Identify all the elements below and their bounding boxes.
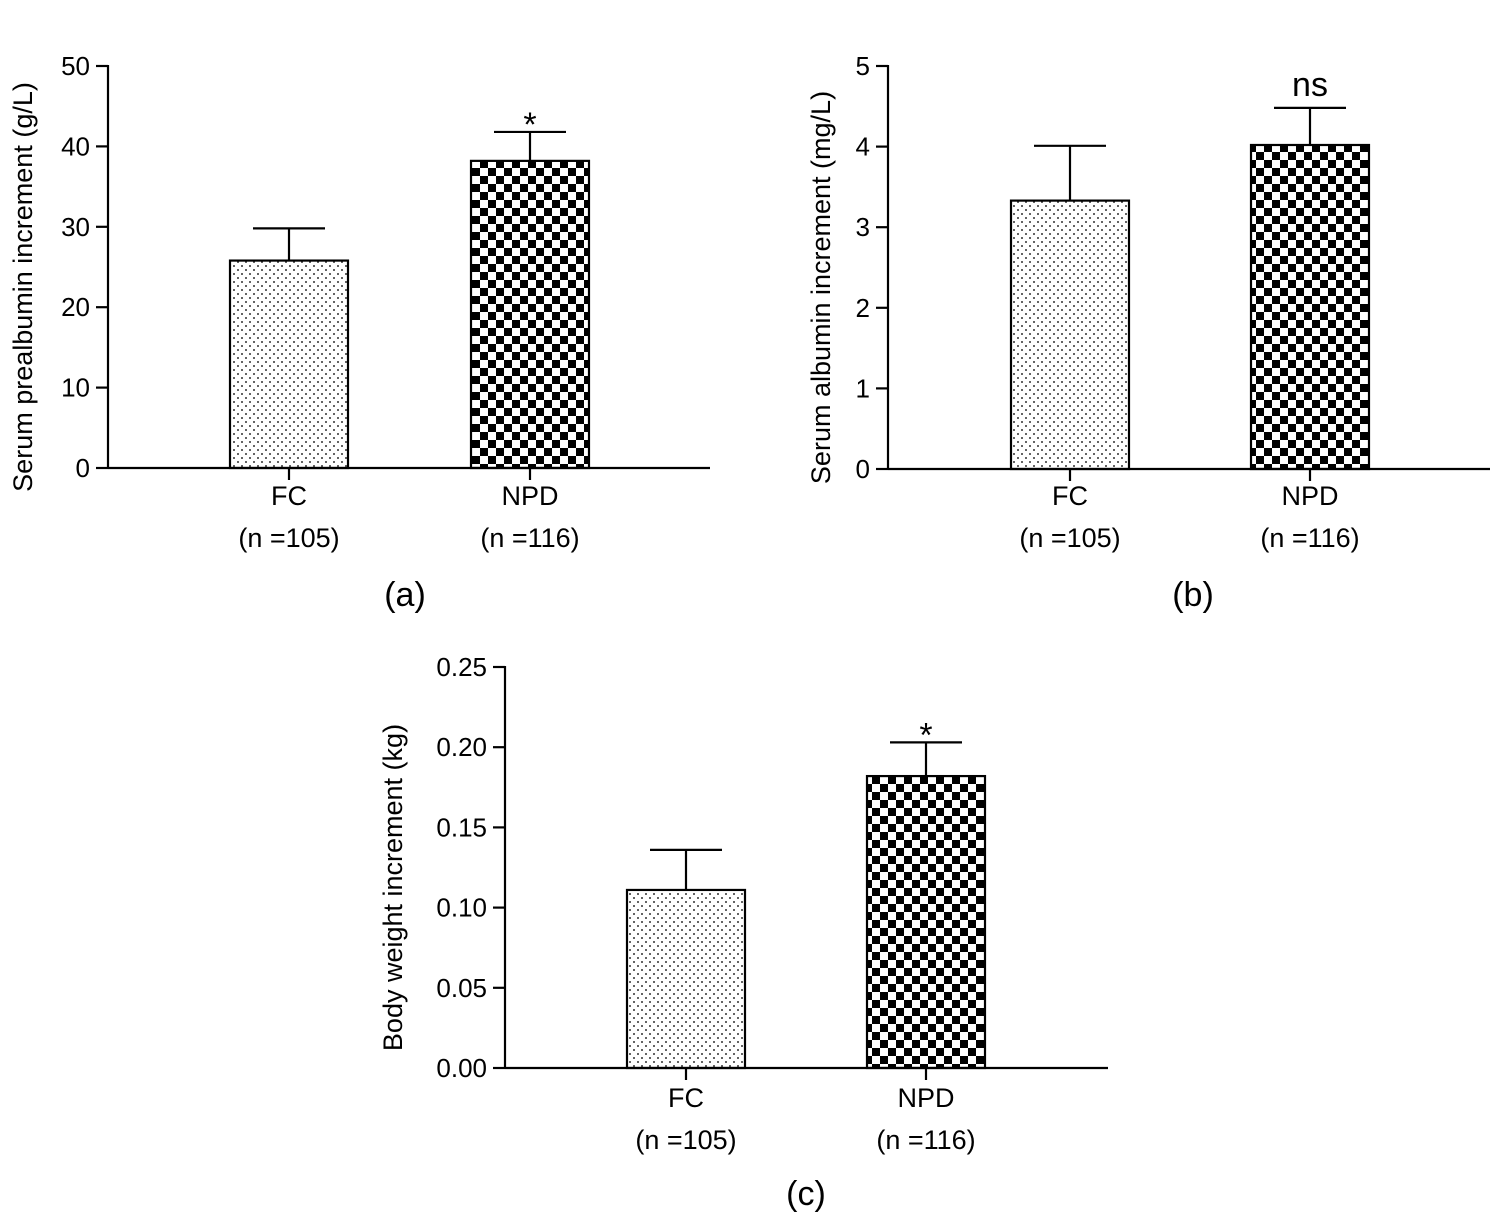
y-tick-label: 1 [856, 373, 870, 403]
bar-fc [228, 259, 350, 470]
y-tick-label: 50 [61, 51, 90, 81]
y-tick-label: 10 [61, 373, 90, 403]
bar-fc [625, 888, 747, 1070]
y-tick-label: 40 [61, 131, 90, 161]
y-tick-label: 0 [856, 454, 870, 484]
bar-fc [1009, 199, 1131, 471]
significance-marker: * [523, 106, 536, 144]
x-category-label: NPD [1281, 481, 1338, 511]
chart-panel-a: * 0 10 20 30 40 50 FC (n =105) NPD (n =116) Serum p… [8, 51, 710, 614]
y-axis-title: Serum albumin increment (mg/L) [806, 91, 836, 484]
panel-label: (a) [384, 576, 426, 614]
y-axis-title: Body weight increment (kg) [378, 724, 408, 1051]
x-category-label: NPD [501, 481, 558, 511]
y-tick-label: 0.05 [436, 973, 487, 1003]
y-tick-label: 0 [76, 453, 90, 483]
x-category-sample-size: (n =116) [876, 1125, 975, 1155]
bar-npd [865, 774, 987, 1070]
y-tick-label: 0.10 [436, 893, 487, 923]
y-tick-label: 0.15 [436, 812, 487, 842]
significance-marker: ns [1292, 66, 1328, 104]
axes [96, 64, 710, 480]
significance-marker: * [919, 716, 932, 754]
y-tick-label: 0.00 [436, 1053, 487, 1083]
axes [876, 64, 1490, 481]
y-tick-label: 3 [856, 212, 870, 242]
axes [493, 665, 1108, 1080]
panel-label: (c) [786, 1175, 826, 1213]
y-tick-label: 20 [61, 292, 90, 322]
chart-panel-c: * 0.00 0.05 0.10 0.15 0.20 0.25 FC (n =105) NPD (n… [378, 652, 1108, 1213]
y-tick-label: 30 [61, 212, 90, 242]
y-tick-label: 0.25 [436, 652, 487, 682]
bar-npd [1249, 143, 1371, 471]
x-category-sample-size: (n =105) [238, 523, 339, 553]
bar-npd [469, 159, 591, 470]
panel-label: (b) [1172, 576, 1214, 614]
x-category-sample-size: (n =105) [1019, 523, 1120, 553]
y-axis-title: Serum prealbumin increment (g/L) [8, 82, 38, 492]
y-tick-label: 5 [856, 51, 870, 81]
y-tick-label: 2 [856, 293, 870, 323]
x-category-label: FC [668, 1083, 704, 1113]
x-category-label: FC [271, 481, 307, 511]
x-category-label: NPD [897, 1083, 954, 1113]
x-category-sample-size: (n =116) [480, 523, 579, 553]
x-category-sample-size: (n =116) [1260, 523, 1359, 553]
chart-panel-b: ns 0 1 2 3 4 5 FC (n =105) NPD (n =116) Serum album… [806, 51, 1490, 614]
y-tick-label: 0.20 [436, 732, 487, 762]
y-tick-label: 4 [856, 132, 870, 162]
x-category-label: FC [1052, 481, 1088, 511]
x-category-sample-size: (n =105) [635, 1125, 736, 1155]
